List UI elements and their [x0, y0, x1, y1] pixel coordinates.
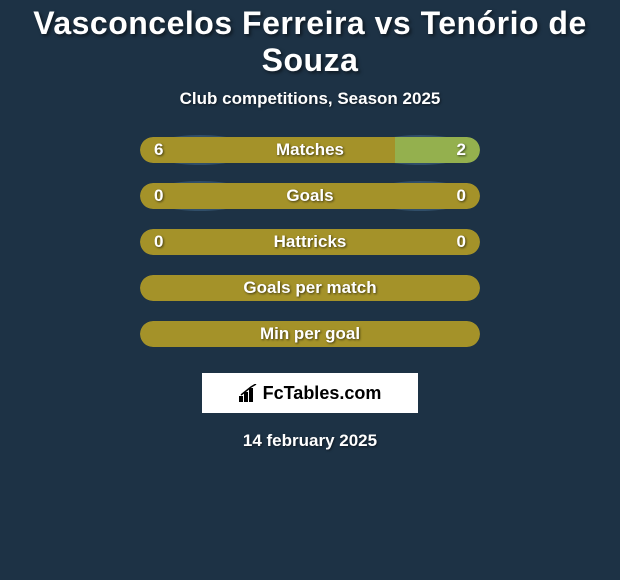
chart-icon — [239, 384, 259, 402]
stat-bar: 62Matches — [140, 137, 480, 163]
stat-label: Goals — [140, 186, 480, 206]
stats-area: 62Matches 00Goals 00Hattricks Goals per mat… — [140, 137, 480, 367]
stat-bar: Min per goal — [140, 321, 480, 347]
stat-row: Goals per match — [140, 275, 480, 301]
stat-row: Min per goal — [140, 321, 480, 347]
logo-label: FcTables.com — [263, 383, 382, 404]
stat-bar: 00Goals — [140, 183, 480, 209]
stat-label: Goals per match — [140, 278, 480, 298]
stat-row: 62Matches — [140, 137, 480, 163]
page-subtitle: Club competitions, Season 2025 — [180, 89, 441, 109]
date-text: 14 february 2025 — [243, 431, 377, 451]
stats-comparison-container: Vasconcelos Ferreira vs Tenório de Souza… — [0, 0, 620, 451]
logo-text: FcTables.com — [239, 383, 382, 404]
stat-label: Hattricks — [140, 232, 480, 252]
stat-row: 00Goals — [140, 183, 480, 209]
logo-box[interactable]: FcTables.com — [202, 373, 418, 413]
stat-label: Matches — [140, 140, 480, 160]
stat-bar: 00Hattricks — [140, 229, 480, 255]
stat-row: 00Hattricks — [140, 229, 480, 255]
stat-bar: Goals per match — [140, 275, 480, 301]
stat-label: Min per goal — [140, 324, 480, 344]
page-title: Vasconcelos Ferreira vs Tenório de Souza — [0, 5, 620, 79]
